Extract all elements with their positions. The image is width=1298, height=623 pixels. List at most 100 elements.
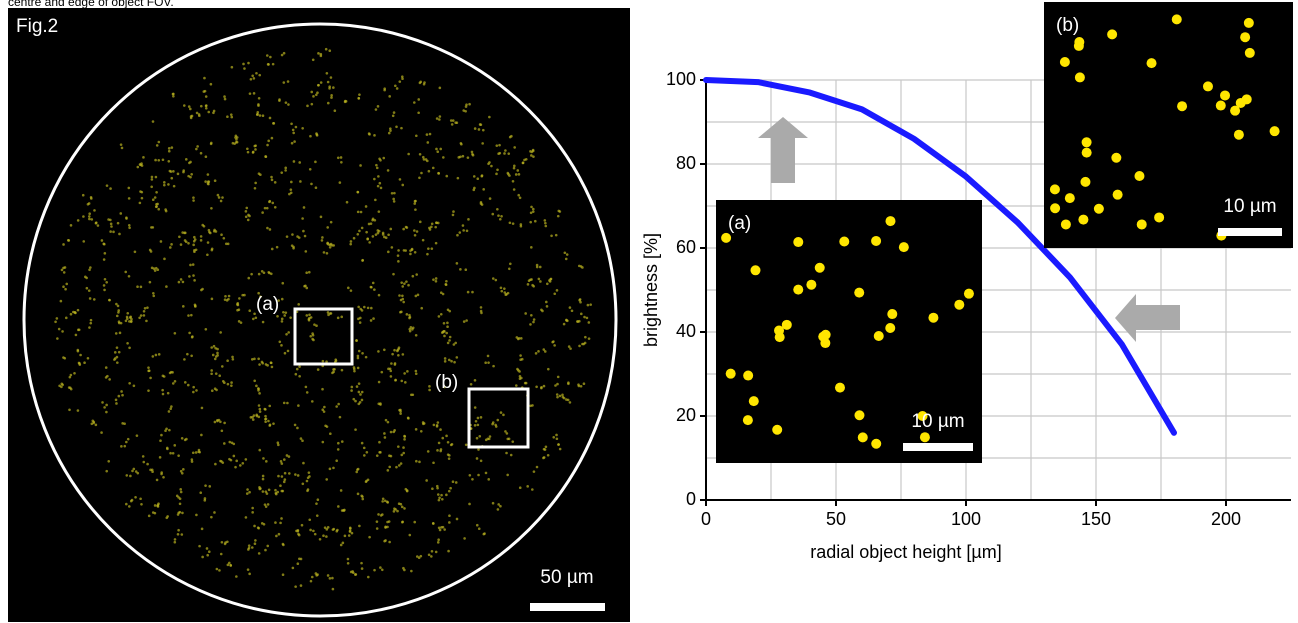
bead: [358, 401, 362, 404]
bead: [395, 87, 399, 90]
bead: [206, 553, 210, 557]
bead: [327, 313, 330, 317]
bead: [213, 420, 217, 424]
bead: [411, 326, 415, 330]
bead: [359, 164, 362, 167]
bead: [348, 526, 352, 530]
bead: [450, 123, 454, 126]
bead: [362, 446, 366, 450]
bead: [518, 377, 522, 380]
bead: [206, 180, 210, 184]
bead: [253, 144, 257, 148]
bead: [146, 462, 149, 466]
bead: [347, 286, 350, 290]
bead: [417, 111, 420, 115]
bead: [354, 399, 357, 403]
bead: [470, 150, 474, 154]
bead: [421, 238, 425, 242]
arrow: [1115, 294, 1180, 342]
bead: [441, 292, 445, 296]
bead: [282, 81, 286, 84]
bead: [199, 235, 203, 238]
bead: [502, 413, 505, 417]
bead: [195, 147, 198, 151]
bead: [584, 335, 587, 339]
bead: [462, 320, 466, 323]
bead: [479, 200, 483, 204]
bead: [312, 95, 315, 98]
bead: [207, 550, 211, 553]
bead: [267, 488, 271, 492]
bead: [65, 282, 69, 286]
bead: [115, 346, 119, 349]
bead: [230, 65, 234, 69]
bead: [173, 540, 177, 544]
bead: [455, 262, 459, 265]
bead: [555, 433, 558, 437]
bead: [154, 175, 158, 179]
bead: [1060, 219, 1071, 230]
bead: [377, 175, 380, 178]
bead: [359, 307, 362, 311]
bead: [155, 144, 159, 147]
bead: [257, 357, 260, 361]
bead: [103, 277, 107, 281]
bead: [1243, 17, 1254, 28]
bead: [395, 465, 398, 469]
bead: [189, 107, 192, 111]
bead: [190, 354, 193, 358]
bead: [177, 528, 180, 532]
bead: [167, 147, 171, 150]
bead: [183, 358, 186, 361]
bead: [266, 544, 270, 548]
bead: [436, 486, 439, 490]
bead: [439, 312, 443, 316]
bead: [270, 365, 274, 369]
bead: [180, 533, 184, 536]
bead: [401, 75, 404, 79]
bead: [298, 365, 301, 368]
bead: [422, 158, 426, 161]
bead: [394, 508, 397, 511]
bead: [356, 467, 360, 471]
bead: [312, 529, 315, 533]
bead: [340, 440, 344, 443]
bead: [179, 488, 183, 491]
bead: [394, 84, 397, 88]
bead: [418, 176, 421, 180]
bead: [319, 81, 323, 84]
bead: [356, 210, 360, 214]
bead: [152, 267, 156, 270]
bead: [1081, 147, 1092, 158]
bead: [116, 361, 119, 364]
bead: [492, 364, 495, 368]
bead: [92, 421, 95, 425]
bead: [513, 146, 516, 149]
bead: [263, 206, 267, 210]
bead: [439, 291, 443, 295]
bead: [249, 77, 253, 81]
bead: [531, 210, 535, 213]
bead: [116, 304, 120, 308]
bead: [316, 368, 320, 371]
bead: [472, 175, 476, 178]
bead: [156, 503, 160, 507]
bead: [138, 316, 141, 320]
bead: [105, 469, 109, 473]
bead: [274, 521, 277, 524]
bead: [93, 209, 96, 212]
bead: [213, 511, 216, 514]
bead: [216, 347, 219, 351]
bead: [399, 408, 402, 412]
bead: [105, 410, 108, 414]
bead: [134, 470, 138, 473]
bead: [212, 111, 215, 115]
bead: [139, 497, 142, 501]
bead: [297, 236, 301, 239]
bead: [564, 257, 568, 261]
bead: [445, 174, 449, 178]
bead: [322, 410, 326, 413]
bead: [226, 242, 230, 246]
bead: [293, 140, 296, 143]
bead: [325, 528, 329, 531]
